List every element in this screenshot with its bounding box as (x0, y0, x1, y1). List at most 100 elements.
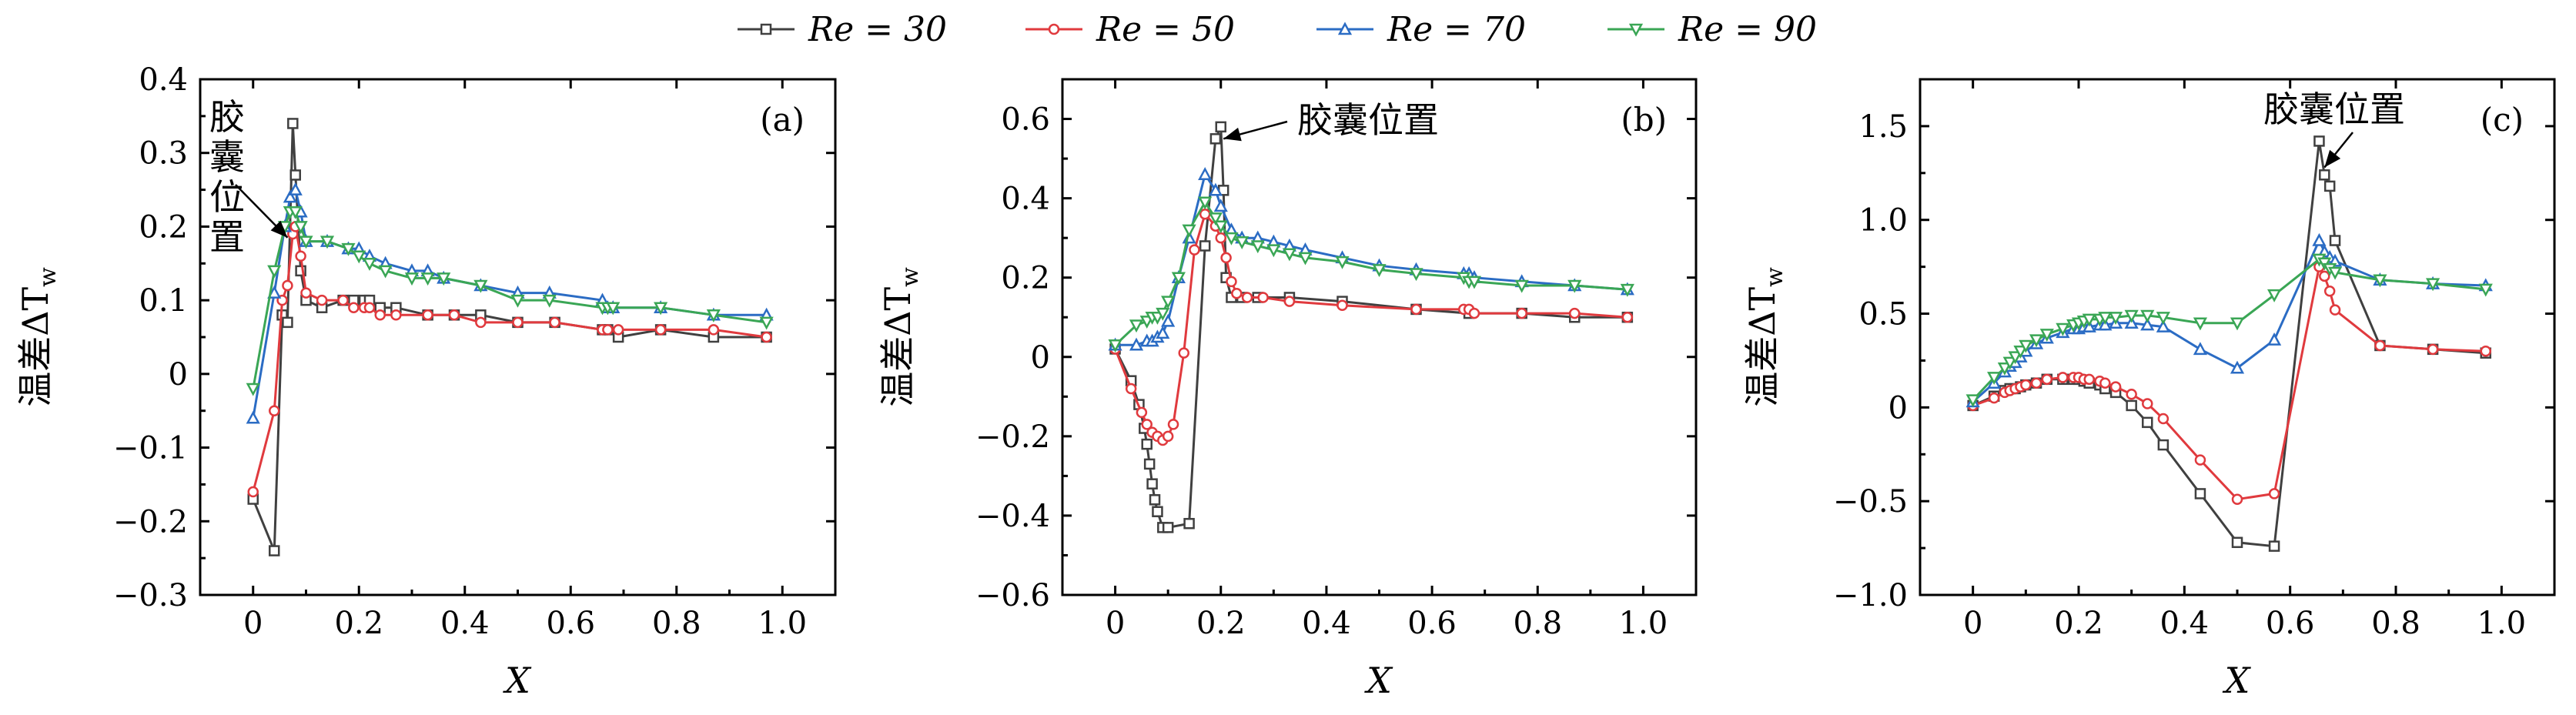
data-point-Re90 (2082, 313, 2096, 327)
data-point-Re30 (1152, 506, 1163, 518)
data-point-Re90 (420, 272, 435, 286)
x-tick-label: 0.8 (1513, 606, 1562, 641)
annotation-arrow-head (2324, 149, 2341, 168)
y-axis-title-subscript: w (1761, 267, 1788, 287)
data-point-Re50 (2194, 454, 2206, 466)
data-point-Re50 (1241, 292, 1253, 303)
data-point-Re90 (1235, 236, 1250, 249)
data-point-Re90 (2029, 334, 2044, 348)
data-point-Re50 (612, 324, 624, 336)
y-tick-label: 0 (1889, 390, 1908, 426)
annotation-text: 胶囊位置 (1297, 99, 1439, 141)
data-point-Re90 (542, 294, 557, 308)
data-point-Re90 (1620, 283, 1634, 297)
data-point-Re90 (437, 272, 451, 286)
data-point-Re50 (1215, 232, 1226, 244)
data-point-Re30 (2194, 488, 2206, 499)
data-point-Re50 (2157, 413, 2170, 425)
panel-label: (b) (1621, 101, 1667, 139)
data-point-Re70 (1129, 337, 1144, 351)
data-point-Re90 (1171, 272, 1186, 286)
panel-label: (c) (2481, 101, 2524, 139)
legend-label-Re90: Re = 90 (1678, 10, 1817, 49)
data-point-Re50 (1199, 208, 1211, 220)
y-tick-label: 0.1 (139, 283, 188, 319)
data-point-Re90 (352, 250, 366, 264)
data-point-Re90 (759, 316, 774, 330)
data-point-Re50 (1283, 296, 1296, 307)
data-point-Re50 (2480, 346, 2491, 357)
data-point-Re90 (2019, 339, 2033, 353)
annotation-text: 囊 (209, 136, 245, 178)
y-tick-label: 0.3 (139, 136, 188, 172)
data-point-Re50 (2374, 339, 2386, 352)
x-axis-title: X (503, 660, 532, 701)
data-point-Re90 (319, 236, 335, 249)
data-point-Re90 (1372, 264, 1387, 278)
x-tick-label: 0 (1963, 606, 1982, 641)
data-point-Re50 (1167, 419, 1179, 430)
data-point-Re90 (2056, 322, 2070, 336)
data-point-Re90 (1298, 252, 1313, 266)
data-point-Re90 (341, 242, 356, 256)
data-point-Re90 (1182, 224, 1196, 238)
data-point-Re50 (282, 279, 293, 292)
data-point-Re90 (2002, 356, 2017, 370)
data-point-Re90 (2267, 289, 2282, 302)
data-point-Re90 (2156, 312, 2170, 326)
data-point-Re50 (1125, 383, 1137, 395)
data-point-Re50 (2323, 286, 2336, 297)
data-point-Re70 (1208, 182, 1223, 196)
data-point-Re90 (2108, 312, 2123, 326)
y-tick-label: 0.6 (1001, 102, 1050, 138)
data-point-Re50 (475, 316, 487, 329)
y-tick-label: 0.2 (1001, 261, 1050, 296)
data-point-Re30 (289, 169, 301, 181)
y-axis-title: 温差ΔTw (15, 267, 62, 407)
data-point-Re70 (283, 189, 297, 203)
data-point-Re50 (708, 324, 720, 336)
data-point-Re90 (2230, 317, 2245, 331)
data-point-Re50 (2030, 377, 2042, 389)
data-point-Re90 (2478, 283, 2493, 297)
data-point-Re90 (2425, 278, 2441, 292)
data-point-Re90 (1213, 220, 1228, 234)
data-point-Re90 (1266, 244, 1281, 258)
data-point-Re30 (2268, 540, 2280, 552)
data-point-Re50 (1410, 303, 1422, 316)
data-point-Re50 (1988, 392, 2000, 404)
data-point-Re50 (2319, 270, 2330, 282)
data-point-Re50 (1162, 430, 1174, 443)
data-point-Re90 (2140, 309, 2155, 323)
data-point-Re50 (2083, 373, 2095, 386)
series-line-Re30 (1972, 141, 2486, 548)
legend-marker-Re70 (1337, 22, 1353, 35)
data-point-Re50 (2057, 372, 2069, 383)
y-axis-title-main: 温差ΔT (15, 287, 56, 407)
data-point-Re30 (2142, 416, 2153, 429)
data-point-Re90 (706, 309, 721, 322)
series-Re90 (1108, 196, 1634, 352)
series-Re50 (247, 221, 772, 498)
data-point-Re30 (2126, 399, 2137, 412)
data-point-Re30 (2157, 439, 2170, 451)
data-point-Re50 (269, 405, 280, 416)
data-point-Re70 (2312, 232, 2327, 246)
series-Re30 (1109, 121, 1634, 533)
data-point-Re50 (1516, 307, 1527, 319)
data-point-Re50 (1569, 307, 1581, 319)
data-point-Re50 (363, 302, 376, 313)
data-point-Re30 (1215, 121, 1226, 133)
data-point-Re50 (549, 316, 560, 329)
data-point-Re30 (269, 545, 280, 556)
data-point-Re50 (761, 331, 772, 343)
data-point-Re90 (1997, 362, 2012, 376)
data-point-Re90 (299, 236, 313, 249)
data-point-Re90 (1514, 279, 1529, 293)
data-point-Re50 (1226, 276, 1237, 288)
data-point-Re30 (1141, 438, 1153, 450)
legend: Re = 30 Re = 50 Re = 70 Re = 90 (738, 10, 1817, 49)
panel-label: (a) (760, 101, 805, 139)
